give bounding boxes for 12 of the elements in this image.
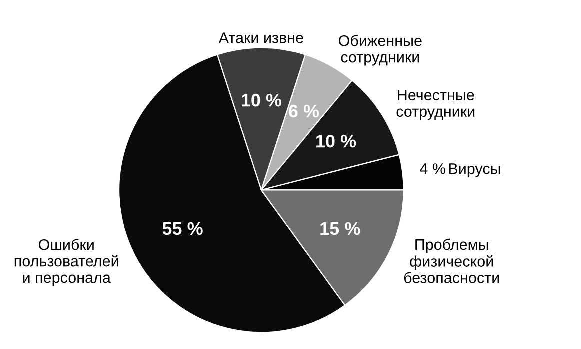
data-label: 15 % [320, 222, 360, 236]
slice-label: Ошибки пользователей и персонала [14, 238, 118, 286]
slice-label: Проблемы физической безопасности [404, 238, 500, 284]
slice-label: Вирусы [449, 164, 500, 178]
data-label: 55 % [162, 222, 203, 236]
slice-label: Обиженные сотрудники [339, 34, 422, 66]
data-label: 6 % [289, 104, 320, 118]
data-label: 10 % [242, 94, 282, 107]
slice-label: Нечестные сотрудники [396, 90, 475, 120]
data-label: 4 % [420, 164, 446, 174]
slice-label: Атаки извне [218, 32, 304, 44]
data-label: 10 % [316, 134, 356, 148]
